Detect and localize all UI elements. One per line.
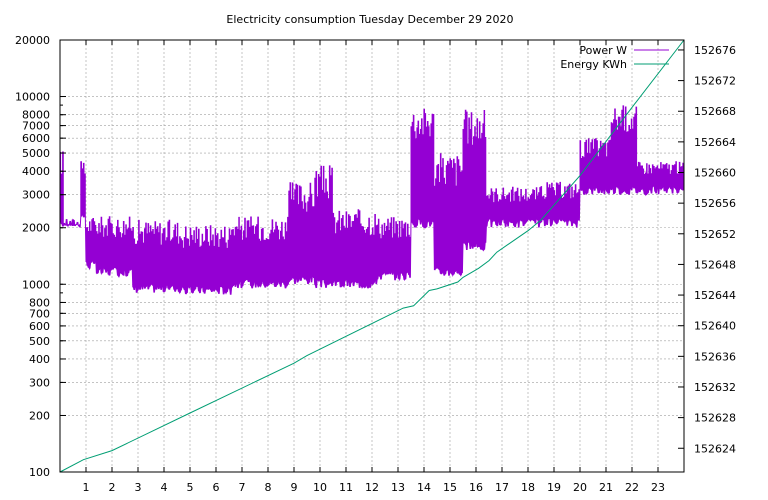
x-tick-label: 7 (239, 481, 246, 494)
y-right-tick-label: 152636 (694, 350, 736, 363)
y-left-tick-label: 8000 (22, 109, 50, 122)
x-tick-label: 23 (651, 481, 665, 494)
y-left-tick-label: 800 (29, 296, 50, 309)
y-left-tick-label: 20000 (15, 34, 50, 47)
x-tick-label: 6 (213, 481, 220, 494)
legend-power-label: Power W (579, 44, 627, 57)
power-series (59, 105, 684, 295)
x-tick-label: 22 (625, 481, 639, 494)
y-right-tick-label: 152648 (694, 258, 736, 271)
x-tick-label: 10 (313, 481, 327, 494)
x-tick-label: 4 (161, 481, 168, 494)
y-left-tick-label: 300 (29, 376, 50, 389)
x-tick-label: 17 (495, 481, 509, 494)
x-tick-label: 20 (573, 481, 587, 494)
y-left-tick-label: 3000 (22, 189, 50, 202)
x-tick-label: 13 (391, 481, 405, 494)
x-tick-label: 21 (599, 481, 613, 494)
y-left-tick-label: 200 (29, 409, 50, 422)
x-tick-label: 5 (187, 481, 194, 494)
y-left-tick-label: 1000 (22, 278, 50, 291)
axis-ticks: 1 2 3 4 5 6 7 8 9 10 11 12 13 14 15 16 17 18 19 20 21 22 23100… (15, 34, 736, 494)
x-tick-label: 15 (443, 481, 457, 494)
y-left-tick-label: 7000 (22, 120, 50, 133)
y-right-tick-label: 152676 (694, 44, 736, 57)
chart-title: Electricity consumption Tuesday December… (226, 13, 513, 26)
y-left-tick-label: 600 (29, 320, 50, 333)
power-line (59, 105, 684, 295)
y-left-tick-label: 700 (29, 307, 50, 320)
x-tick-label: 14 (417, 481, 431, 494)
x-tick-label: 12 (365, 481, 379, 494)
y-left-tick-label: 400 (29, 353, 50, 366)
y-right-tick-label: 152632 (694, 381, 736, 394)
y-right-tick-label: 152660 (694, 167, 736, 180)
legend: Power W Energy KWh (560, 44, 669, 71)
y-right-tick-label: 152652 (694, 228, 736, 241)
y-right-tick-label: 152656 (694, 197, 736, 210)
legend-energy-label: Energy KWh (560, 58, 627, 71)
y-left-tick-label: 10000 (15, 91, 50, 104)
y-right-tick-label: 152644 (694, 289, 736, 302)
energy-series (59, 39, 685, 473)
y-left-tick-label: 6000 (22, 132, 50, 145)
y-right-tick-label: 152628 (694, 412, 736, 425)
y-right-tick-label: 152668 (694, 105, 736, 118)
x-tick-label: 19 (547, 481, 561, 494)
y-right-tick-label: 152664 (694, 136, 736, 149)
y-right-tick-label: 152624 (694, 442, 736, 455)
y-right-tick-label: 152640 (694, 320, 736, 333)
y-left-tick-label: 100 (29, 466, 50, 479)
x-tick-label: 16 (469, 481, 483, 494)
x-tick-label: 1 (83, 481, 90, 494)
x-tick-label: 9 (291, 481, 298, 494)
x-tick-label: 8 (265, 481, 272, 494)
y-left-tick-label: 2000 (22, 222, 50, 235)
x-tick-label: 11 (339, 481, 353, 494)
y-right-tick-label: 152672 (694, 75, 736, 88)
energy-line (59, 39, 685, 473)
y-left-tick-label: 4000 (22, 165, 50, 178)
y-left-tick-label: 5000 (22, 147, 50, 160)
x-tick-label: 3 (135, 481, 142, 494)
x-tick-label: 18 (521, 481, 535, 494)
x-tick-label: 2 (109, 481, 116, 494)
y-left-tick-label: 500 (29, 335, 50, 348)
